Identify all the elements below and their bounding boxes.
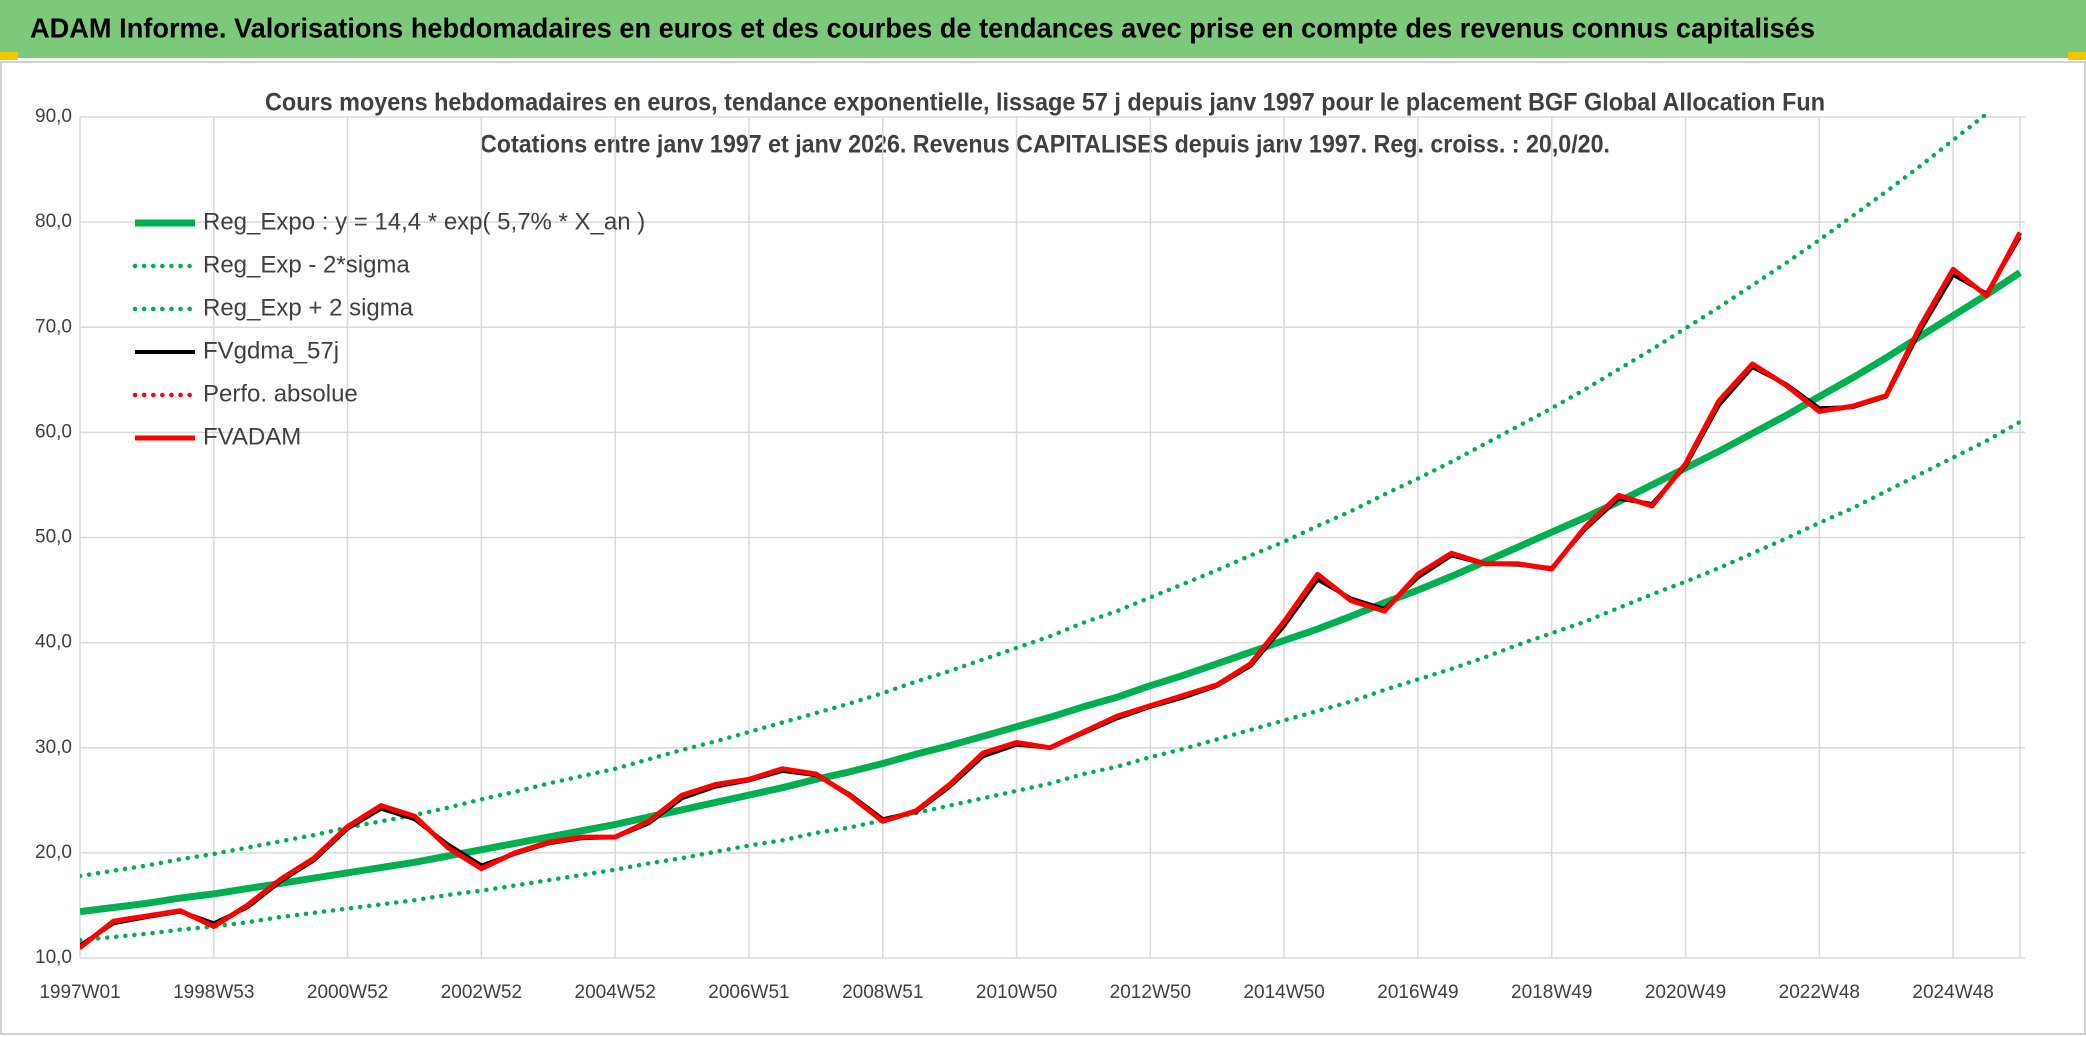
y-tick-label: 90,0 — [35, 106, 72, 127]
x-tick-label: 2002W52 — [441, 982, 522, 1003]
x-tick-label: 2018W49 — [1511, 982, 1592, 1003]
legend-label: FVgdma_57j — [203, 337, 339, 364]
x-tick-label: 1998W53 — [173, 982, 254, 1003]
x-tick-label: 2016W49 — [1377, 982, 1458, 1003]
y-tick-label: 30,0 — [35, 737, 72, 758]
x-tick-label: 1997W01 — [39, 982, 120, 1003]
legend-label: FVADAM — [203, 423, 301, 450]
y-tick-label: 60,0 — [35, 421, 72, 442]
header-title: ADAM Informe. Valorisations hebdomadaire… — [30, 12, 1815, 43]
x-tick-label: 2008W51 — [842, 982, 923, 1003]
legend-label: Perfo. absolue — [203, 380, 358, 407]
corner — [2068, 52, 2086, 60]
y-tick-label: 80,0 — [35, 211, 72, 232]
x-tick-label: 2020W49 — [1645, 982, 1726, 1003]
y-tick-label: 70,0 — [35, 316, 72, 337]
chart-title: Cours moyens hebdomadaires en euros, ten… — [265, 89, 1825, 117]
y-tick-label: 20,0 — [35, 842, 72, 863]
x-tick-label: 2014W50 — [1243, 982, 1324, 1003]
legend-label: Reg_Expo : y = 14,4 * exp( 5,7% * X_an ) — [203, 208, 645, 235]
y-tick-label: 50,0 — [35, 527, 72, 548]
x-tick-label: 2004W52 — [575, 982, 656, 1003]
legend-label: Reg_Exp + 2 sigma — [203, 294, 414, 321]
series-line — [80, 231, 2023, 950]
series-line — [80, 419, 2023, 943]
x-tick-label: 2022W48 — [1779, 982, 1860, 1003]
y-tick-label: 40,0 — [35, 632, 72, 653]
x-tick-label: 2024W48 — [1912, 982, 1993, 1003]
chart-subtitle: Cotations entre janv 1997 et janv 2026. … — [480, 131, 1610, 159]
corner — [0, 52, 18, 60]
x-tick-label: 2000W52 — [307, 982, 388, 1003]
series-line — [80, 269, 2022, 916]
x-tick-label: 2006W51 — [708, 982, 789, 1003]
y-tick-label: 10,0 — [35, 947, 72, 968]
header-bar — [0, 0, 2086, 58]
x-tick-label: 2012W50 — [1110, 982, 1191, 1003]
x-tick-label: 2010W50 — [976, 982, 1057, 1003]
legend-label: Reg_Exp - 2*sigma — [203, 251, 410, 278]
